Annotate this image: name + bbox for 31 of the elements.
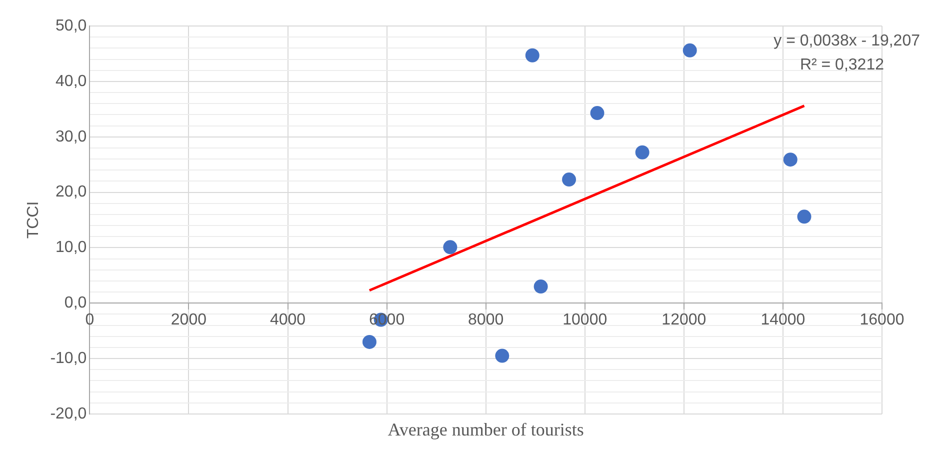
x-tick-label: 0 [85, 312, 94, 329]
point [534, 280, 548, 294]
point [635, 145, 650, 160]
y-tick-label: 0,0 [64, 294, 87, 312]
point [362, 334, 376, 349]
y-tick-label: 20,0 [56, 184, 87, 201]
point [495, 348, 510, 363]
point [525, 48, 540, 62]
point [783, 152, 798, 167]
x-tick-label: 12000 [662, 312, 706, 329]
y-axis-title: TCCI [25, 201, 42, 239]
x-tick-label: 14000 [760, 312, 806, 329]
x-axis-title: Average number of tourists [388, 420, 584, 440]
point [590, 106, 604, 120]
x-tick-label: 8000 [468, 312, 504, 329]
x-tick-label: 10000 [562, 312, 608, 329]
y-tick-label: 10,0 [56, 239, 87, 256]
annotation: R² = 0,3212 [800, 56, 884, 74]
y-tick-label: 50,0 [56, 17, 87, 34]
x-tick-label: 4000 [270, 312, 306, 329]
point [562, 172, 576, 187]
x-tick-label: 2000 [170, 312, 207, 329]
x-tick-label: 16000 [860, 312, 904, 329]
point [443, 240, 458, 254]
y-tick-label: 40,0 [56, 72, 87, 90]
y-tick-label: 30,0 [56, 128, 87, 146]
y-tick-label: -20,0 [50, 405, 87, 422]
annotation: y = 0,0038x - 19,207 [774, 32, 920, 50]
point [797, 210, 812, 224]
point [682, 43, 697, 58]
y-tick-label: -10,0 [50, 350, 87, 367]
